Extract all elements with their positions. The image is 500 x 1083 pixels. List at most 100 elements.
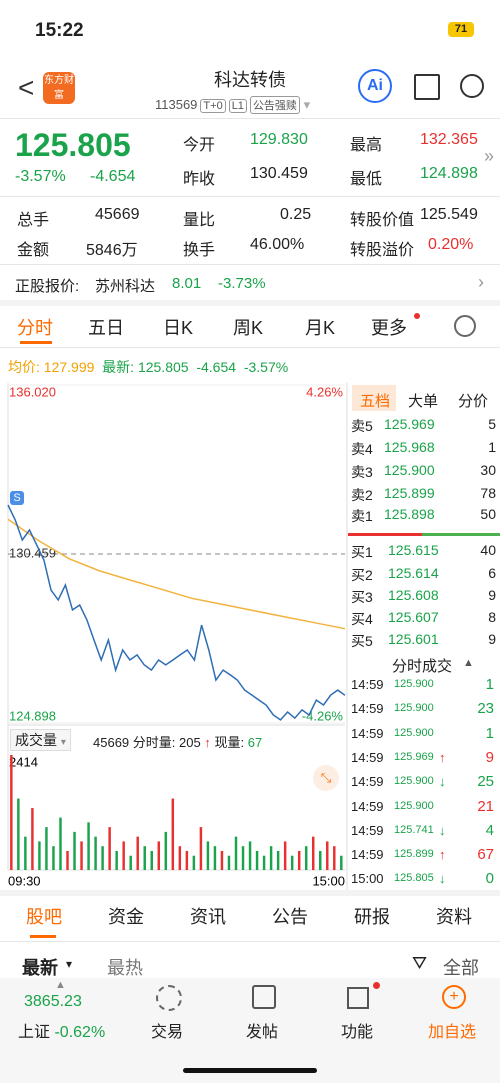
volume-tick-label: 2414 bbox=[9, 754, 38, 769]
current-label: 现量: bbox=[214, 735, 245, 750]
filter[interactable]: 全部 bbox=[443, 958, 479, 978]
volume-bar bbox=[150, 850, 153, 870]
trade-time: 14:59 bbox=[351, 701, 384, 717]
trade-arrow: ↓ bbox=[439, 871, 446, 887]
minute-label: 分时量: bbox=[132, 735, 176, 750]
index-value[interactable]: 3865.23 bbox=[24, 993, 82, 1010]
stock-name[interactable]: 苏州科达 bbox=[95, 278, 156, 295]
search-button[interactable] bbox=[460, 74, 484, 98]
bottom-tab[interactable]: 资讯 bbox=[190, 907, 226, 927]
trade-price: 125.900 bbox=[394, 702, 434, 715]
book-volume: 78 bbox=[480, 485, 496, 501]
nav-item[interactable]: 发帖 bbox=[246, 1024, 279, 1041]
dot bbox=[373, 982, 380, 989]
info-line: 均价: 127.999 最新: 125.805 -4.654 -3.57% bbox=[8, 357, 288, 377]
y-tick-label: 136.020 bbox=[9, 384, 56, 399]
stat-value: 130.459 bbox=[250, 165, 308, 182]
divider bbox=[0, 118, 500, 119]
volume-bar bbox=[340, 855, 343, 870]
trade-price: 125.899 bbox=[394, 848, 434, 861]
x-label: 15:00 bbox=[312, 873, 345, 888]
stat-label: 今开 bbox=[183, 137, 216, 154]
marker-bg bbox=[10, 491, 24, 506]
book-price: 125.969 bbox=[384, 416, 435, 432]
book-price: 125.615 bbox=[388, 542, 439, 558]
book-price: 125.607 bbox=[388, 609, 439, 625]
stock-label: 正股报价: bbox=[15, 278, 80, 295]
last-label: 最新: bbox=[102, 359, 135, 375]
share-button[interactable] bbox=[414, 74, 440, 100]
last-price: 125.805 bbox=[15, 127, 131, 163]
tab[interactable]: 更多 bbox=[371, 318, 407, 338]
book-tab[interactable]: 分价 bbox=[458, 393, 489, 410]
trade-time: 14:59 bbox=[351, 677, 384, 692]
ai-button[interactable]: Ai bbox=[358, 69, 392, 103]
change-pct: -3.57% bbox=[15, 168, 66, 185]
tab-active[interactable]: 分时 bbox=[17, 318, 53, 338]
volume-bar bbox=[178, 846, 182, 870]
tab[interactable]: 日K bbox=[163, 318, 194, 338]
index-arrow: ▲ bbox=[55, 979, 66, 991]
volume-bar bbox=[31, 808, 34, 870]
book-price: 125.608 bbox=[388, 587, 439, 603]
trade-time: 14:59 bbox=[351, 822, 384, 838]
price-line bbox=[7, 504, 346, 721]
filter-icon[interactable]: ⛛ bbox=[412, 953, 428, 973]
book-price: 125.601 bbox=[388, 631, 439, 647]
detail-label: 金额 bbox=[17, 242, 50, 259]
bottom-tab[interactable]: 资料 bbox=[436, 907, 472, 927]
divider bbox=[0, 196, 500, 197]
book-volume: 5 bbox=[488, 416, 496, 432]
nav-item[interactable]: 功能 bbox=[341, 1024, 374, 1041]
sort-active[interactable]: 最新 bbox=[22, 958, 58, 978]
stat-label: 昨收 bbox=[183, 171, 216, 188]
book-tab-active[interactable]: 五档 bbox=[360, 393, 391, 410]
volume-bar bbox=[129, 855, 132, 870]
tab[interactable]: 月K bbox=[305, 318, 336, 338]
bottom-tab[interactable]: 研报 bbox=[354, 907, 390, 927]
settings[interactable] bbox=[454, 315, 476, 337]
book-label: 买2 bbox=[351, 567, 373, 583]
volume-bar bbox=[10, 755, 13, 870]
index[interactable]: 上证 -0.62% bbox=[18, 1018, 105, 1042]
expand[interactable]: » bbox=[484, 146, 495, 166]
volume-bar bbox=[269, 846, 273, 870]
last: 125.805 bbox=[137, 359, 189, 375]
func-icon bbox=[347, 987, 369, 1009]
divider bbox=[0, 941, 500, 942]
stat-label: 最高 bbox=[350, 137, 383, 154]
volume-bar bbox=[297, 850, 301, 870]
spacer bbox=[0, 890, 500, 896]
bottom-tab[interactable]: 公告 bbox=[272, 907, 308, 927]
volume-bar bbox=[326, 841, 329, 870]
bottom-tab[interactable]: 资金 bbox=[108, 907, 144, 927]
back-button[interactable]: < bbox=[18, 72, 35, 103]
tab[interactable]: 五日 bbox=[88, 318, 124, 338]
volume-bar bbox=[262, 855, 266, 870]
book-tab[interactable]: 大单 bbox=[408, 393, 439, 410]
badge: T+0 bbox=[200, 99, 226, 113]
bottom-tab[interactable]: 股吧 bbox=[26, 907, 62, 927]
logo: 东方财富 bbox=[43, 72, 75, 104]
trade-time: 14:59 bbox=[351, 847, 384, 863]
volume-selector[interactable]: 成交量 ▾ bbox=[10, 729, 71, 751]
stat-value: 129.830 bbox=[250, 131, 308, 148]
volume-bar bbox=[52, 846, 55, 870]
book-volume: 30 bbox=[480, 462, 496, 478]
add-icon: + bbox=[442, 985, 466, 1009]
avg-label: 均价: bbox=[8, 359, 40, 375]
nav-item[interactable]: 交易 bbox=[151, 1024, 184, 1041]
nav-item[interactable]: 加自选 bbox=[428, 1024, 477, 1041]
volume-bar bbox=[333, 846, 336, 870]
marker: S bbox=[13, 492, 20, 504]
book-label: 卖5 bbox=[351, 418, 373, 434]
stat-label: 最低 bbox=[350, 171, 383, 188]
trade-time: 14:59 bbox=[351, 774, 384, 790]
tab[interactable]: 周K bbox=[233, 318, 264, 338]
spacer bbox=[0, 300, 500, 306]
sort[interactable]: 最热 bbox=[107, 958, 143, 978]
fullscreen[interactable]: ⤡ bbox=[313, 765, 339, 791]
volume-bar bbox=[136, 836, 139, 870]
status-time: 15:22 bbox=[35, 20, 84, 41]
